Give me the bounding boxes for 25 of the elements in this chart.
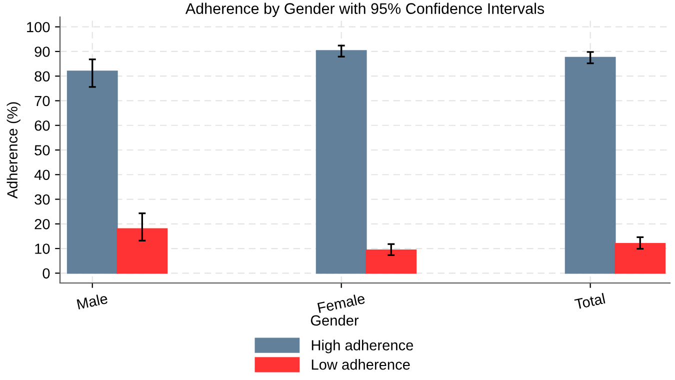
y-tick-label: 60 — [34, 120, 50, 131]
x-axis-title: Gender — [310, 314, 359, 326]
bar — [614, 243, 666, 274]
y-tick-label: 90 — [34, 46, 50, 57]
y-tick-label: 10 — [35, 244, 50, 254]
y-axis-title: Adherence (%) — [6, 102, 20, 199]
y-tick-label: 80 — [34, 71, 50, 82]
x-tick-label: Male — [76, 292, 108, 310]
legend-label: Low adherence — [312, 359, 410, 370]
bar — [366, 249, 417, 274]
y-tick-label: 40 — [34, 170, 50, 180]
bar — [316, 50, 367, 274]
y-tick-label: 50 — [34, 145, 50, 156]
x-tick-label: Female — [317, 292, 366, 314]
y-tick-label: 100 — [27, 22, 50, 32]
bar — [66, 70, 118, 274]
y-tick-label: 20 — [34, 218, 50, 230]
y-tick-label: 0 — [42, 268, 50, 279]
y-tick-label: 30 — [34, 194, 50, 205]
y-tick-label: 70 — [34, 96, 50, 106]
bar — [564, 56, 616, 274]
chart-title: Adherence by Gender with 95% Confidence Intervals — [185, 2, 544, 17]
bar — [116, 228, 168, 274]
legend-label: High adherence — [312, 340, 414, 354]
x-tick-label: Total — [574, 292, 606, 310]
